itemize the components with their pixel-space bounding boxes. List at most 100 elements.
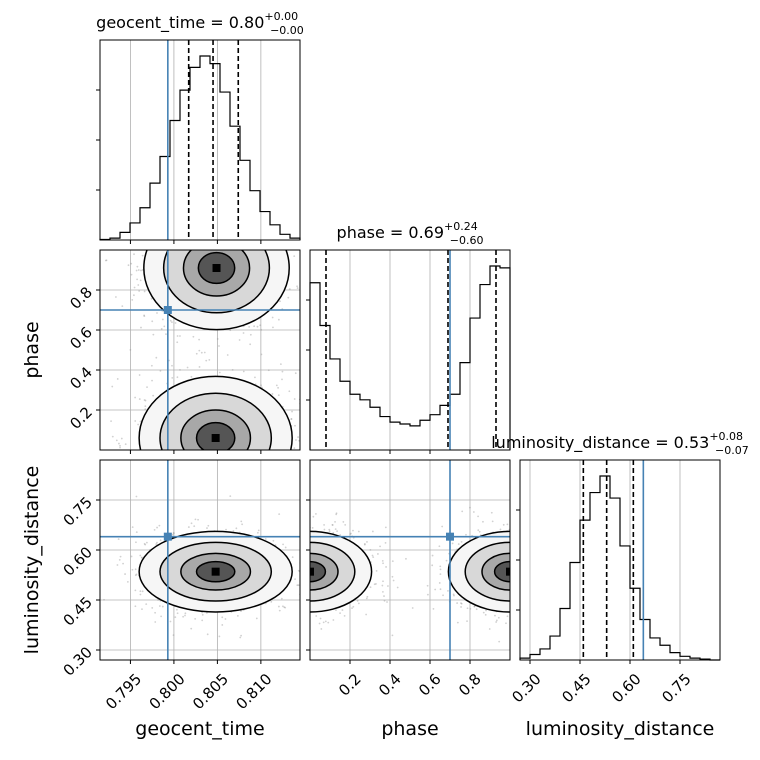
sample-point — [241, 523, 244, 526]
sample-point — [534, 620, 536, 622]
sample-point — [290, 551, 292, 553]
sample-point — [172, 531, 175, 534]
sample-point — [227, 237, 229, 239]
sample-point — [524, 573, 526, 575]
sample-point — [184, 612, 187, 615]
sample-point — [495, 621, 498, 623]
sample-point — [274, 543, 276, 545]
title-plus: +0.00 — [264, 10, 298, 23]
sample-point — [134, 574, 137, 577]
sample-point — [229, 329, 232, 332]
sample-point — [293, 568, 295, 570]
sample-point — [295, 572, 297, 574]
sample-point — [315, 615, 318, 617]
sample-point — [357, 602, 360, 605]
sample-point — [538, 579, 540, 581]
sample-point — [251, 477, 253, 479]
sample-point — [293, 587, 295, 589]
sample-point — [254, 376, 256, 379]
sample-point — [305, 546, 307, 548]
sample-point — [528, 547, 530, 549]
sample-point — [482, 611, 485, 614]
sample-point — [552, 598, 554, 600]
sample-point — [534, 565, 536, 567]
sample-point — [233, 472, 235, 474]
sample-point — [305, 575, 307, 577]
sample-point — [176, 376, 179, 379]
sample-point — [196, 460, 198, 462]
sample-point — [198, 366, 201, 368]
sample-point — [518, 584, 520, 586]
truth-marker — [163, 306, 172, 314]
x-tick-label: 0.795 — [102, 670, 145, 713]
sample-point — [542, 593, 544, 595]
sample-point — [539, 568, 541, 570]
density-peak — [211, 434, 220, 442]
sample-point — [180, 241, 182, 243]
sample-point — [288, 543, 290, 545]
sample-point — [477, 529, 480, 532]
sample-point — [224, 243, 226, 245]
sample-point — [512, 568, 514, 570]
sample-point — [276, 600, 278, 602]
sample-point — [286, 522, 288, 524]
sample-point — [245, 462, 247, 464]
sample-point — [522, 581, 524, 583]
sample-point — [303, 573, 305, 575]
sample-point — [517, 566, 519, 568]
sample-point — [521, 595, 523, 597]
sample-point — [300, 572, 302, 574]
sample-point — [303, 566, 305, 568]
sample-point — [589, 534, 591, 536]
sample-point — [236, 467, 238, 469]
sample-point — [270, 600, 273, 603]
sample-point — [329, 446, 331, 448]
sample-point — [233, 451, 235, 453]
sample-point — [587, 543, 589, 545]
sample-point — [527, 598, 529, 600]
sample-point — [293, 398, 296, 400]
sample-point — [111, 385, 114, 388]
sample-point — [206, 235, 208, 237]
sample-point — [438, 545, 441, 548]
sample-point — [145, 541, 148, 544]
y-tick-label: 0.75 — [60, 493, 96, 529]
sample-point — [117, 538, 120, 541]
sample-point — [225, 528, 227, 531]
sample-point — [452, 593, 455, 596]
sample-point — [533, 576, 535, 578]
sample-point — [510, 530, 512, 532]
sample-point — [190, 375, 193, 378]
sample-point — [288, 542, 290, 544]
sample-point — [129, 348, 132, 351]
sample-point — [267, 482, 269, 484]
sample-point — [552, 534, 554, 536]
sample-point — [292, 582, 294, 584]
density-peak — [212, 264, 221, 272]
sample-point — [275, 241, 277, 243]
sample-point — [558, 575, 560, 577]
sample-point — [228, 188, 230, 190]
sample-point — [298, 543, 300, 545]
sample-point — [224, 246, 226, 248]
sample-point — [352, 605, 355, 608]
sample-point — [160, 528, 162, 530]
sample-point — [294, 569, 296, 571]
sample-point — [186, 236, 188, 238]
y-axis-label: luminosity_distance — [21, 466, 43, 655]
sample-point — [308, 568, 310, 570]
sample-point — [524, 581, 526, 583]
sample-point — [285, 542, 287, 544]
sample-point — [180, 228, 182, 230]
sample-point — [135, 269, 138, 272]
sample-point — [478, 530, 481, 533]
sample-point — [561, 534, 563, 536]
sample-point — [180, 244, 182, 246]
sample-point — [130, 262, 133, 265]
sample-point — [544, 617, 546, 619]
sample-point — [246, 452, 248, 454]
sample-point — [237, 627, 239, 629]
sample-point — [224, 245, 226, 247]
sample-point — [171, 321, 173, 323]
sample-point — [495, 619, 498, 622]
